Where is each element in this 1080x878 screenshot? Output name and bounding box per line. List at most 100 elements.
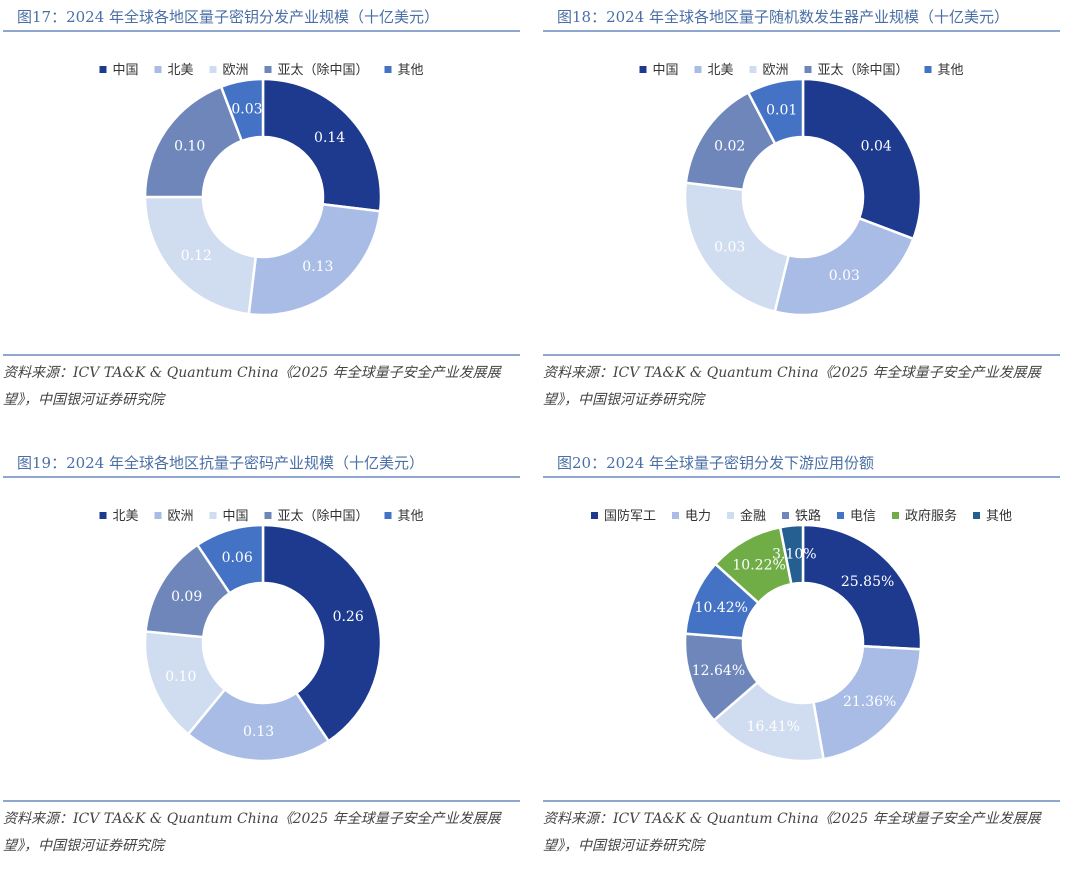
data-label: 21.36% bbox=[843, 694, 896, 710]
legend-swatch bbox=[209, 66, 217, 73]
chart-panel-4: 图20：2024 年全球量子密钥分发下游应用份额 国防军工 电力 金融 铁路 电信 政府服… bbox=[543, 446, 1063, 878]
donut-slice bbox=[801, 77, 923, 241]
legend-swatch bbox=[672, 512, 679, 519]
donut-slice bbox=[746, 77, 805, 146]
legend-label: 欧洲 bbox=[763, 63, 789, 78]
data-label: 0.10 bbox=[165, 669, 196, 685]
legend-item: 亚太（除中国） bbox=[264, 509, 369, 524]
legend-label: 政府服务 bbox=[905, 508, 957, 524]
legend-label: 铁路 bbox=[795, 508, 821, 524]
data-label: 10.22% bbox=[732, 558, 785, 574]
data-label: 3.10% bbox=[772, 546, 816, 562]
donut-chart: 中国 北美 欧洲 亚太（除中国） 其他 0.14 0.13 0.12 0.10 0.03 bbox=[99, 63, 424, 317]
donut-slice bbox=[143, 195, 258, 316]
legend-item: 国防军工 bbox=[591, 508, 656, 524]
legend-item: 其他 bbox=[924, 63, 964, 78]
legend-swatch bbox=[591, 512, 598, 519]
data-label: 0.10 bbox=[174, 138, 205, 154]
chart-title: 图19：2024 年全球各地区抗量子密码产业规模（十亿美元） bbox=[17, 454, 425, 472]
donut-chart: 北美 欧洲 中国 亚太（除中国） 其他 0.26 0.13 0.10 0.09 0.06 bbox=[99, 509, 424, 763]
legend-swatch bbox=[892, 512, 899, 519]
source-note: 资料来源：ICV TA&K & Quantum China《2025 年全球量子… bbox=[543, 811, 1041, 854]
source-rule bbox=[543, 354, 1060, 356]
donut-slice bbox=[247, 202, 382, 317]
chart-title: 图17：2024 年全球各地区量子密钥分发产业规模（十亿美元） bbox=[17, 8, 440, 26]
data-label: 12.64% bbox=[692, 663, 745, 679]
data-label: 25.85% bbox=[841, 574, 894, 590]
legend-label: 欧洲 bbox=[168, 509, 194, 524]
source-note: 资料来源：ICV TA&K & Quantum China《2025 年全球量子… bbox=[3, 365, 501, 408]
legend-item: 中国 bbox=[99, 63, 139, 78]
legend-swatch bbox=[973, 512, 980, 519]
data-label: 0.13 bbox=[243, 724, 274, 740]
legend-swatch bbox=[384, 66, 392, 73]
legend-item: 欧洲 bbox=[154, 509, 194, 524]
legend-label: 北美 bbox=[708, 63, 734, 78]
legend-item: 欧洲 bbox=[209, 63, 249, 78]
legend-label: 其他 bbox=[938, 63, 964, 78]
chart-panel-3: 图19：2024 年全球各地区抗量子密码产业规模（十亿美元） 北美 欧洲 中国 亚太（… bbox=[3, 446, 523, 878]
legend-swatch bbox=[694, 66, 702, 73]
data-label: 0.14 bbox=[314, 130, 345, 146]
chart-panel-1: 图17：2024 年全球各地区量子密钥分发产业规模（十亿美元） 中国 北美 欧洲 亚太… bbox=[3, 0, 523, 432]
legend-swatch bbox=[384, 512, 392, 519]
source-rule bbox=[543, 800, 1060, 802]
title-rule bbox=[543, 476, 1060, 478]
legend-item: 金融 bbox=[727, 508, 766, 524]
legend-item: 其他 bbox=[384, 509, 424, 524]
donut-slice bbox=[261, 77, 383, 213]
legend-label: 亚太（除中国） bbox=[818, 63, 909, 78]
legend-item: 北美 bbox=[694, 63, 734, 78]
title-rule bbox=[543, 30, 1060, 32]
data-label: 0.01 bbox=[766, 103, 797, 119]
legend-swatch bbox=[264, 66, 272, 73]
legend-label: 中国 bbox=[223, 509, 249, 524]
legend-swatch bbox=[209, 512, 217, 519]
donut-slice bbox=[801, 523, 923, 651]
chart-title: 图20：2024 年全球量子密钥分发下游应用份额 bbox=[557, 454, 875, 472]
legend-label: 中国 bbox=[113, 63, 139, 78]
data-label: 0.09 bbox=[171, 589, 202, 605]
legend-item: 欧洲 bbox=[749, 63, 789, 78]
legend-item: 中国 bbox=[209, 509, 249, 524]
legend-item: 其他 bbox=[973, 509, 1012, 524]
legend-swatch bbox=[154, 512, 162, 519]
data-label: 0.13 bbox=[302, 259, 333, 275]
legend-label: 金融 bbox=[740, 508, 766, 524]
data-label: 0.26 bbox=[333, 609, 364, 625]
source-note: 资料来源：ICV TA&K & Quantum China《2025 年全球量子… bbox=[3, 811, 501, 854]
donut-slice bbox=[186, 687, 331, 763]
legend-label: 亚太（除中国） bbox=[278, 509, 369, 524]
legend-swatch bbox=[99, 66, 107, 73]
legend-label: 电力 bbox=[685, 509, 711, 524]
legend-item: 电力 bbox=[672, 509, 711, 524]
data-label: 0.06 bbox=[222, 550, 253, 566]
donut-slice bbox=[812, 644, 923, 761]
donut-slice bbox=[773, 216, 915, 317]
chart-panel-2: 图18：2024 年全球各地区量子随机数发生器产业规模（十亿美元） 中国 北美 欧洲… bbox=[543, 0, 1063, 432]
chart-title: 图18：2024 年全球各地区量子随机数发生器产业规模（十亿美元） bbox=[557, 8, 1010, 26]
legend-item: 中国 bbox=[639, 63, 679, 78]
legend-label: 国防军工 bbox=[604, 508, 656, 524]
data-label: 0.03 bbox=[231, 101, 262, 117]
legend-label: 电信 bbox=[850, 509, 876, 524]
legend-swatch bbox=[639, 66, 647, 73]
legend-label: 北美 bbox=[168, 63, 194, 78]
data-label: 16.41% bbox=[747, 719, 800, 735]
source-rule bbox=[3, 354, 520, 356]
donut-slice bbox=[683, 181, 791, 314]
legend-swatch bbox=[749, 66, 757, 73]
legend-item: 北美 bbox=[99, 509, 139, 524]
legend-item: 其他 bbox=[384, 63, 424, 78]
legend-swatch bbox=[837, 512, 844, 519]
legend-swatch bbox=[782, 512, 789, 519]
donut-slice bbox=[261, 523, 383, 743]
title-rule bbox=[3, 476, 520, 478]
legend-swatch bbox=[924, 66, 932, 73]
data-label: 0.12 bbox=[181, 248, 212, 264]
legend-item: 亚太（除中国） bbox=[264, 63, 369, 78]
donut-chart: 国防军工 电力 金融 铁路 电信 政府服务 其他 25.85% 21.36% 16.41% 12.6… bbox=[591, 508, 1012, 763]
data-label: 0.02 bbox=[714, 138, 745, 154]
legend-label: 其他 bbox=[398, 509, 424, 524]
data-label: 0.03 bbox=[714, 240, 745, 256]
